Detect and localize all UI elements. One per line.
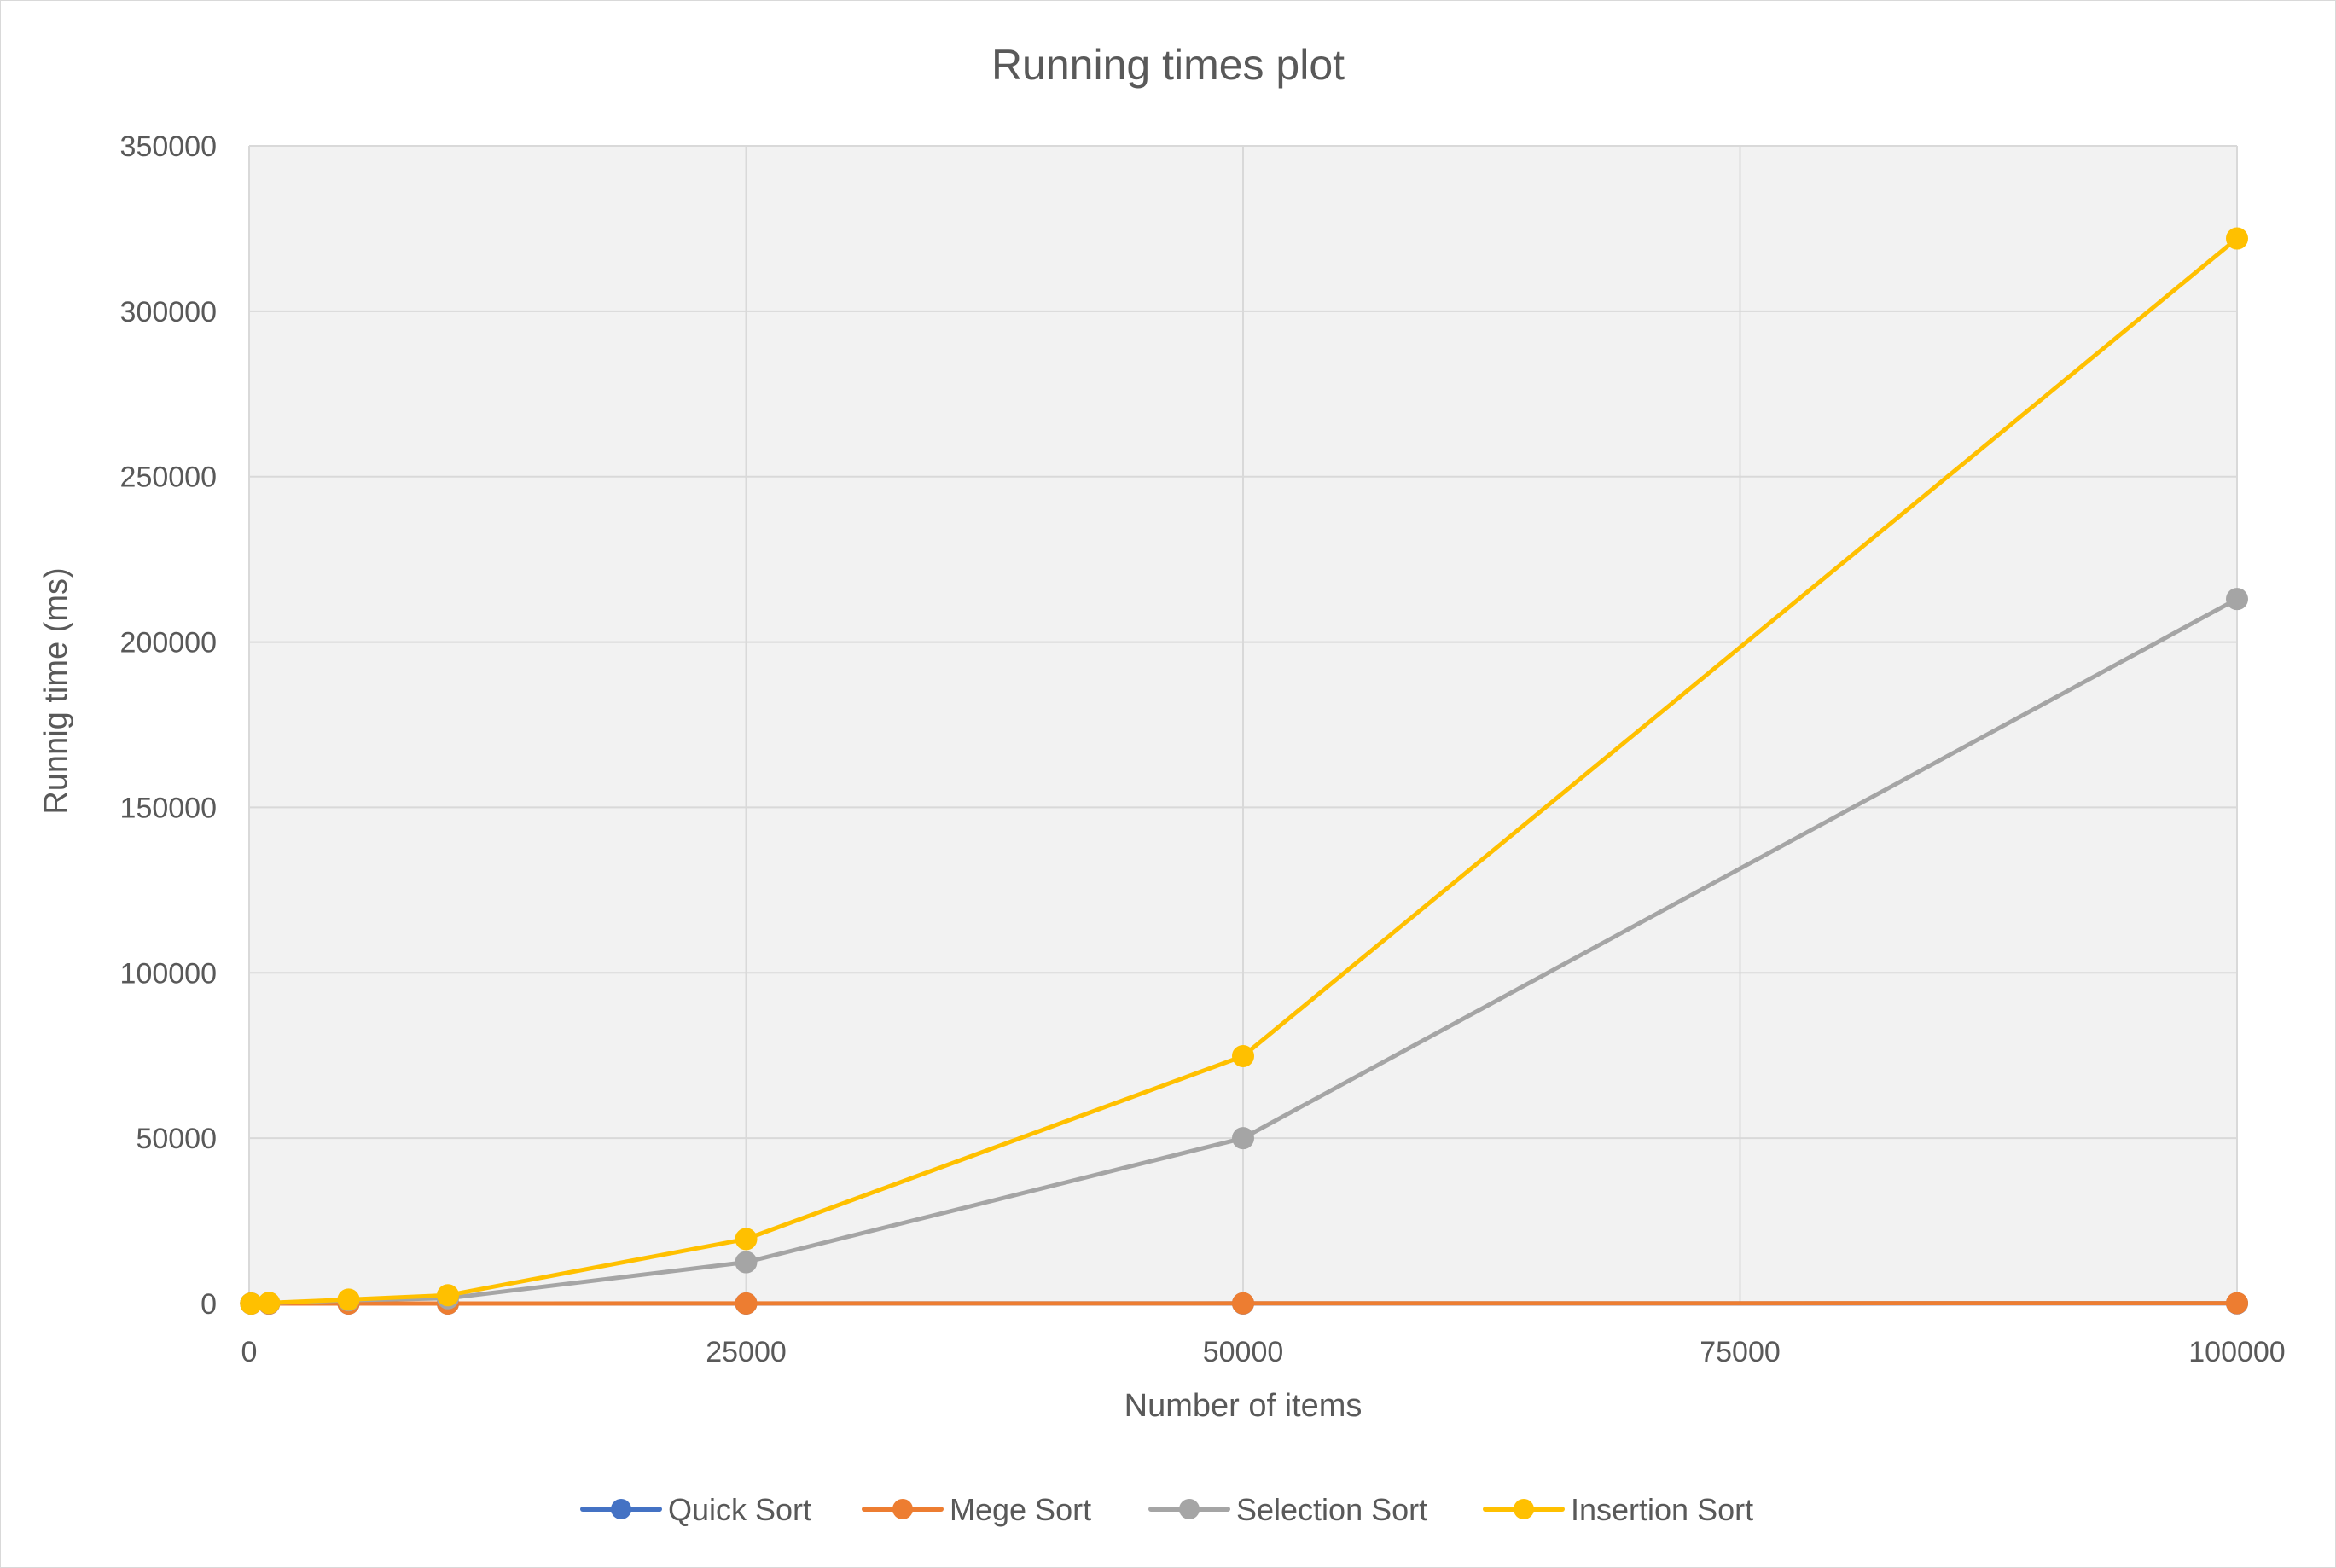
data-point (258, 1292, 281, 1315)
data-point (2226, 227, 2248, 250)
legend-marker (611, 1499, 631, 1519)
legend-marker (1179, 1499, 1200, 1519)
y-axis-label: Runnig time (ms) (38, 567, 74, 814)
data-point (337, 1288, 360, 1311)
data-point (1232, 1127, 1254, 1150)
x-tick-label: 25000 (706, 1336, 787, 1368)
legend-item: Quick Sort (580, 1492, 811, 1527)
legend-marker (1514, 1499, 1534, 1519)
data-point (437, 1284, 459, 1307)
grid-lines (248, 145, 2238, 1304)
y-tick-label: 350000 (120, 131, 217, 163)
x-axis-label: Number of items (1124, 1388, 1363, 1424)
data-point (2226, 588, 2248, 611)
x-tick-label: 50000 (1203, 1336, 1284, 1368)
legend-label: Mege Sort (950, 1492, 1091, 1527)
x-tick-label: 0 (241, 1336, 258, 1368)
data-series (240, 227, 2248, 1315)
y-tick-label: 300000 (120, 296, 217, 328)
legend-label: Quick Sort (668, 1492, 811, 1527)
chart-title: Running times plot (991, 41, 1345, 89)
y-tick-label: 200000 (120, 627, 217, 659)
legend-marker (892, 1499, 913, 1519)
data-point (735, 1228, 758, 1251)
data-point (735, 1251, 758, 1274)
legend-item: Insertion Sort (1483, 1492, 1753, 1527)
y-tick-label: 100000 (120, 957, 217, 990)
legend-label: Insertion Sort (1571, 1492, 1753, 1527)
data-point (735, 1292, 758, 1315)
y-tick-label: 250000 (120, 462, 217, 494)
legend: Quick Sort Mege Sort Selection Sort Inserti… (580, 1492, 1753, 1527)
y-tick-label: 150000 (120, 792, 217, 824)
y-tick-label: 0 (200, 1288, 217, 1321)
tick-labels: 0500001000001500002000002500003000003500… (120, 131, 2286, 1368)
data-point (1232, 1292, 1254, 1315)
y-tick-label: 50000 (136, 1123, 217, 1155)
data-point (1232, 1044, 1254, 1067)
legend-label: Selection Sort (1236, 1492, 1427, 1527)
data-point (2226, 1292, 2248, 1315)
series-insertion-sort (240, 227, 2248, 1315)
legend-item: Selection Sort (1148, 1492, 1427, 1527)
x-tick-label: 100000 (2188, 1336, 2285, 1368)
legend-item: Mege Sort (862, 1492, 1091, 1527)
x-tick-label: 75000 (1700, 1336, 1781, 1368)
